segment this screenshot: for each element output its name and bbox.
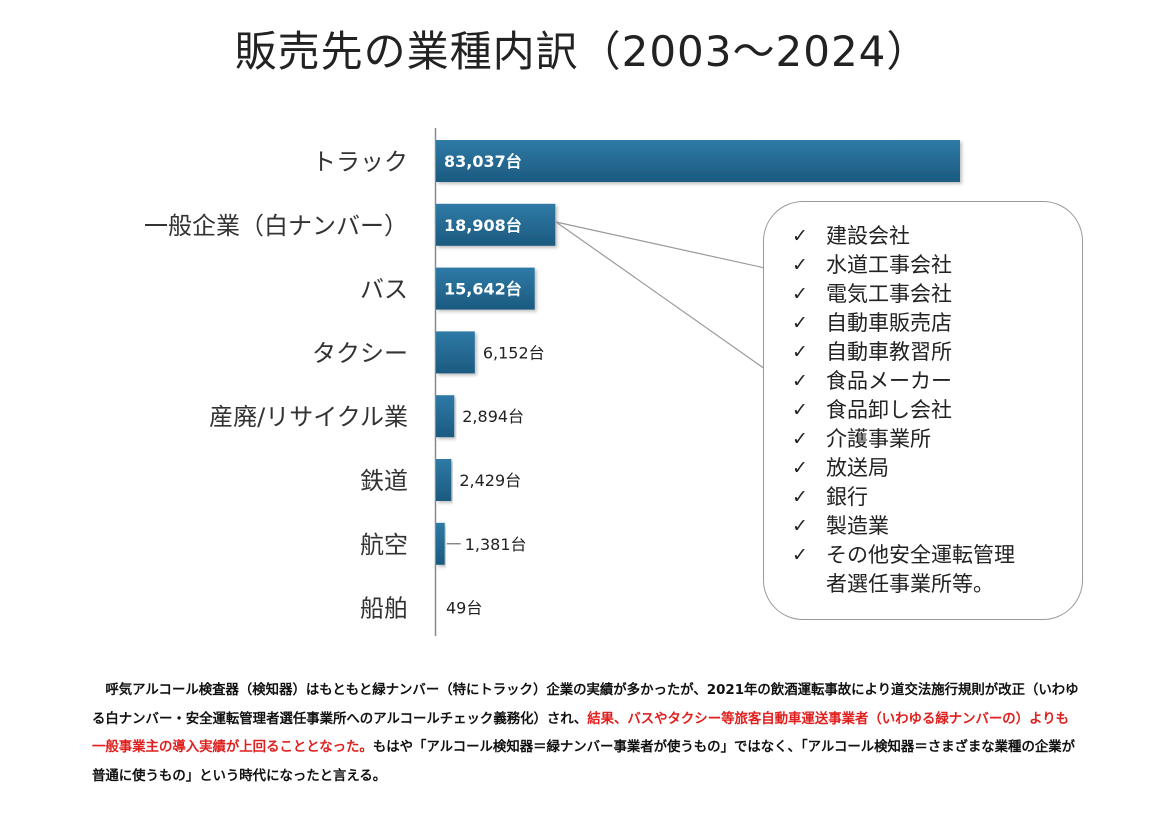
industry-list-item: ✓ 建設会社 bbox=[792, 222, 1082, 251]
industry-name: 銀行 bbox=[826, 485, 868, 509]
data-label: 18,908台 bbox=[444, 216, 522, 235]
industry-name: 食品卸し会社 bbox=[826, 398, 952, 422]
industry-list-item: ✓ 自動車販売店 bbox=[792, 309, 1082, 338]
industry-list-item: ✓ 自動車教習所 bbox=[792, 338, 1082, 367]
category-label: タクシー bbox=[312, 339, 408, 367]
industry-name: 水道工事会社 bbox=[826, 253, 952, 277]
industry-list-item: ✓ 放送局 bbox=[792, 454, 1082, 483]
industry-name: 製造業 bbox=[826, 514, 889, 538]
industry-callout-box: ✓ 建設会社 ✓ 水道工事会社 ✓ 電気工事会社 ✓ 自動車販売店 ✓ 自動車教習所 ✓ 食品メーカー… bbox=[763, 201, 1083, 620]
industry-name: 電気工事会社 bbox=[826, 282, 952, 306]
category-label: バス bbox=[360, 276, 408, 304]
data-label: 2,894台 bbox=[462, 407, 524, 426]
category-label: 産廃/リサイクル業 bbox=[209, 403, 408, 431]
industry-list-item: ✓ 食品卸し会社 bbox=[792, 396, 1082, 425]
category-label: 鉄道 bbox=[360, 467, 408, 495]
industry-list-item: ✓ 電気工事会社 bbox=[792, 280, 1082, 309]
callout-pointer-top bbox=[555, 221, 766, 269]
callout-pointer-bottom bbox=[555, 221, 766, 370]
checkmark-icon: ✓ bbox=[792, 457, 808, 479]
checkmark-icon: ✓ bbox=[792, 341, 808, 363]
data-label: 15,642台 bbox=[444, 280, 522, 299]
bar bbox=[436, 459, 452, 501]
industry-name: 介護事業所 bbox=[826, 427, 931, 451]
checkmark-icon: ✓ bbox=[792, 283, 808, 305]
category-label: 航空 bbox=[360, 531, 408, 559]
data-label: 1,381台 bbox=[465, 535, 527, 554]
checkmark-icon: ✓ bbox=[792, 428, 808, 450]
category-label: 一般企業（白ナンバー） bbox=[144, 212, 408, 240]
page-title: 販売先の業種内訳（2003〜2024） bbox=[234, 27, 930, 76]
bar bbox=[436, 203, 556, 246]
industry-list-item: ✓ 製造業 bbox=[792, 512, 1082, 541]
checkmark-icon: ✓ bbox=[792, 544, 808, 566]
checkmark-icon: ✓ bbox=[792, 254, 808, 276]
industry-list-item: ✓ その他安全運転管理 者選任事業所等。 bbox=[792, 541, 1082, 599]
industry-name: 食品メーカー bbox=[826, 369, 952, 393]
industry-list: ✓ 建設会社 ✓ 水道工事会社 ✓ 電気工事会社 ✓ 自動車販売店 ✓ 自動車教習所 ✓ 食品メーカー… bbox=[792, 222, 1082, 599]
industry-name: 建設会社 bbox=[826, 224, 910, 248]
industry-name: 自動車販売店 bbox=[826, 311, 952, 335]
note-highlight: 結果、バスやタクシー等旅客自動車運送事業者（いわゆる緑ナンバーの）よりも一般事業… bbox=[92, 711, 1069, 756]
data-label: 83,037台 bbox=[444, 152, 522, 171]
bar bbox=[436, 140, 960, 182]
explanatory-note: 呼気アルコール検査器（検知器）はもともと緑ナンバー（特にトラック）企業の実績が多… bbox=[92, 677, 1082, 791]
industry-list-item: ✓ 介護事業所 bbox=[792, 425, 1082, 454]
bar bbox=[436, 395, 455, 438]
checkmark-icon: ✓ bbox=[792, 312, 808, 334]
industry-list-item: ✓ 水道工事会社 bbox=[792, 251, 1082, 280]
checkmark-icon: ✓ bbox=[792, 399, 808, 421]
industry-list-item: ✓ 食品メーカー bbox=[792, 367, 1082, 396]
data-label: 6,152台 bbox=[483, 343, 545, 362]
industry-name: その他安全運転管理 者選任事業所等。 bbox=[826, 543, 1015, 596]
data-label: 2,429台 bbox=[459, 471, 521, 490]
industry-name: 放送局 bbox=[826, 456, 889, 480]
checkmark-icon: ✓ bbox=[792, 515, 808, 537]
industry-list-item: ✓ 銀行 bbox=[792, 483, 1082, 512]
data-label: 49台 bbox=[446, 599, 482, 618]
category-label: トラック bbox=[312, 148, 408, 176]
bar bbox=[436, 331, 475, 374]
checkmark-icon: ✓ bbox=[792, 225, 808, 247]
checkmark-icon: ✓ bbox=[792, 370, 808, 392]
checkmark-icon: ✓ bbox=[792, 486, 808, 508]
industry-name: 自動車教習所 bbox=[826, 340, 952, 364]
bar bbox=[436, 267, 535, 310]
note-text: 呼気アルコール検査器（検知器）はもともと緑ナンバー（特にトラック）企業の実績が多… bbox=[92, 683, 1079, 727]
bar bbox=[436, 522, 445, 565]
category-label: 船舶 bbox=[360, 595, 408, 623]
note-text-2: もはや「アルコール検知器＝緑ナンバー事業者が使うもの」ではなく、「アルコール検知… bbox=[92, 740, 1076, 784]
